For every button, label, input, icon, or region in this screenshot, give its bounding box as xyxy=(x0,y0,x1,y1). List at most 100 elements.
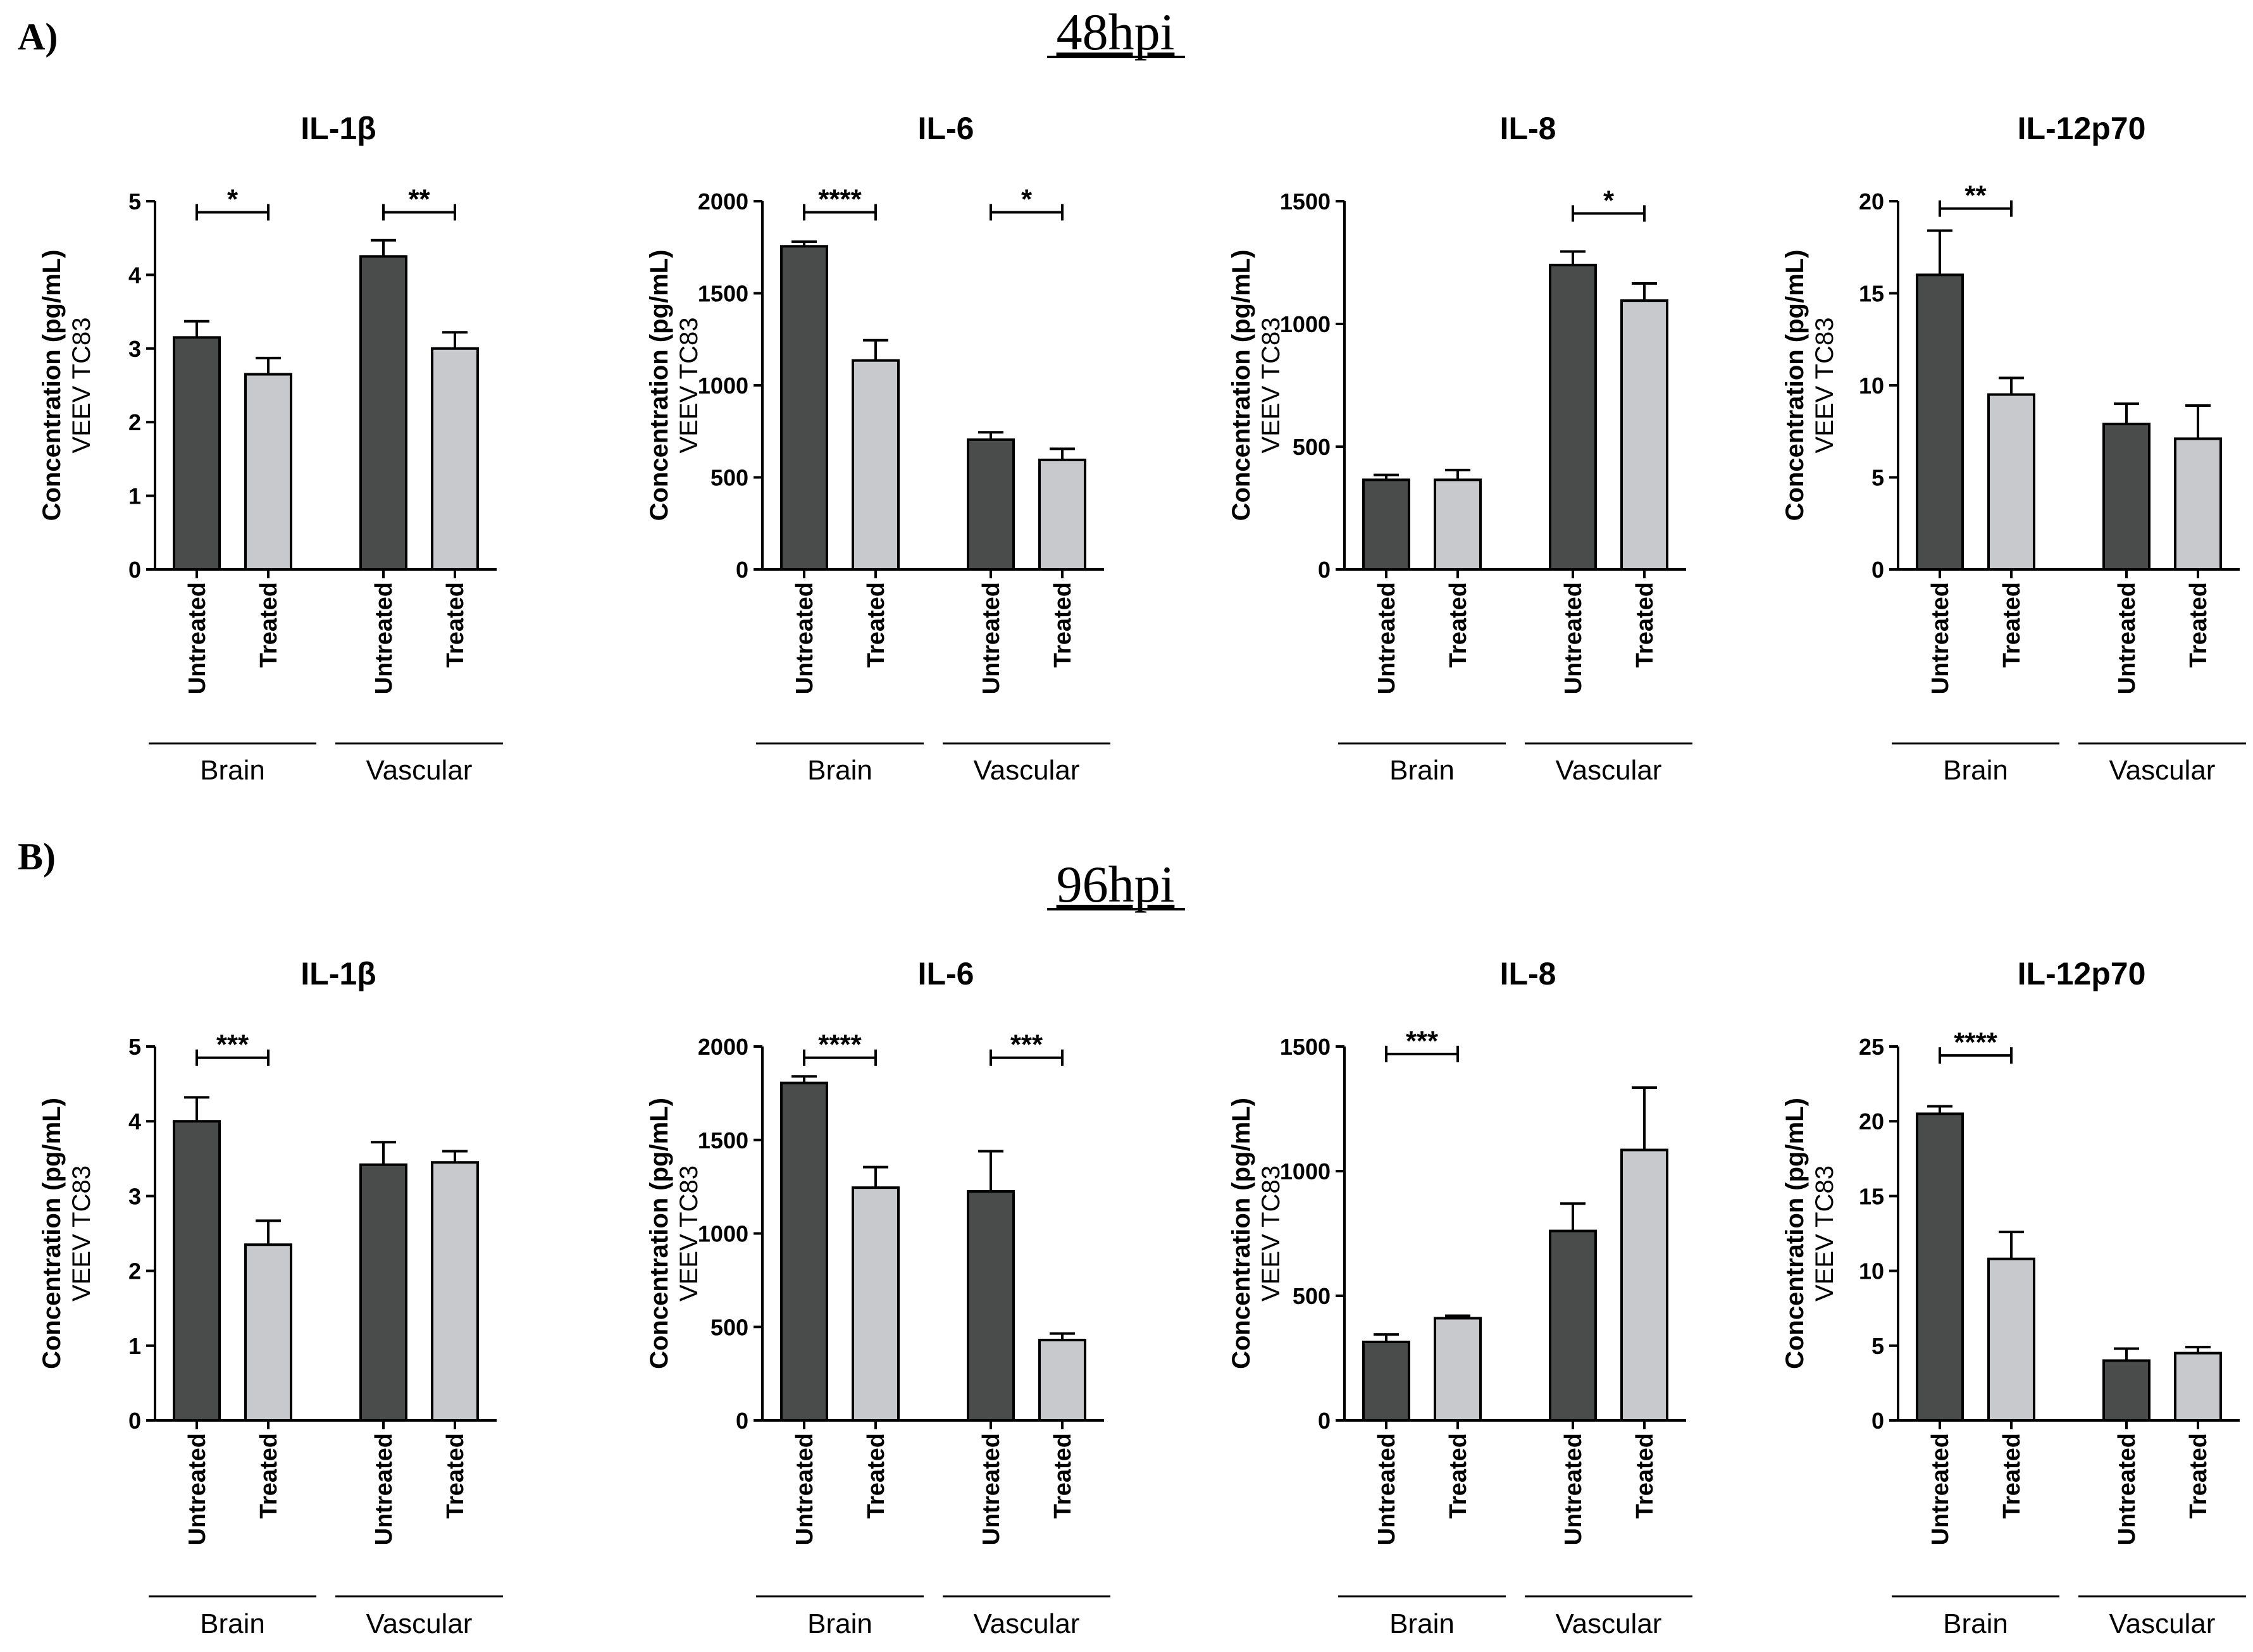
bar-untreated xyxy=(2102,423,2151,571)
y-tick-label: 2000 xyxy=(698,189,748,214)
bar-untreated xyxy=(359,255,407,571)
bar-treated xyxy=(2174,1351,2222,1422)
chart-title: IL-6 xyxy=(918,111,974,146)
bar-untreated xyxy=(173,1120,221,1422)
x-category-label: Untreated xyxy=(791,1433,818,1545)
y-tick-label: 15 xyxy=(1859,1183,1884,1209)
y-axis-label: Concentration (pg/mL) xyxy=(645,250,673,521)
bar-treated xyxy=(431,347,479,571)
x-category-label: Untreated xyxy=(791,582,818,694)
bar-treated xyxy=(431,1161,479,1422)
x-category-label: Untreated xyxy=(978,1433,1005,1545)
panel-a-title: 48hpi xyxy=(1057,3,1175,61)
x-category-label: Untreated xyxy=(1927,582,1954,694)
chart-title: IL-12p70 xyxy=(2018,956,2146,991)
bar-untreated xyxy=(1362,478,1410,571)
y-axis-sublabel: VEEV TC83 xyxy=(1811,1165,1839,1301)
group-label-vascular: Vascular xyxy=(974,755,1080,786)
x-category-label: Untreated xyxy=(184,1433,211,1545)
group-label-brain: Brain xyxy=(200,1608,265,1639)
group-label-vascular: Vascular xyxy=(1556,755,1662,786)
y-axis-sublabel: VEEV TC83 xyxy=(68,1165,96,1301)
y-tick-label: 500 xyxy=(711,465,748,491)
y-axis-label: Concentration (pg/mL) xyxy=(1227,250,1255,521)
bar-treated xyxy=(244,1243,292,1422)
group-label-brain: Brain xyxy=(1943,1608,2008,1639)
bar-untreated xyxy=(780,245,828,571)
x-category-label: Treated xyxy=(442,1433,469,1518)
y-axis-label: Concentration (pg/mL) xyxy=(1781,1098,1809,1369)
x-category-label: Untreated xyxy=(2114,1433,2140,1545)
y-tick-label: 1 xyxy=(128,483,141,509)
y-tick-label: 25 xyxy=(1859,1034,1884,1060)
group-label-vascular: Vascular xyxy=(366,755,473,786)
y-tick-label: 5 xyxy=(128,1034,141,1060)
y-axis-label: Concentration (pg/mL) xyxy=(38,250,66,521)
bar-treated xyxy=(244,373,292,571)
chart-b-1: IL-1β Concentration (pg/mL) VEEV TC83 0 1 2 3 4… xyxy=(38,956,503,1639)
y-tick-label: 1500 xyxy=(1280,1034,1331,1060)
significance-label: *** xyxy=(216,1029,249,1060)
group-label-vascular: Vascular xyxy=(2109,1608,2216,1639)
chart-title: IL-8 xyxy=(1500,956,1556,991)
x-category-label: Untreated xyxy=(978,582,1005,694)
x-category-label: Treated xyxy=(1999,582,2025,668)
x-category-label: Untreated xyxy=(2114,582,2140,694)
y-tick-label: 2 xyxy=(128,1258,141,1284)
significance-label: * xyxy=(1603,185,1615,216)
chart-title: IL-6 xyxy=(918,956,974,991)
x-category-label: Treated xyxy=(863,582,890,668)
bar-untreated xyxy=(1549,1229,1597,1422)
y-axis-label: Concentration (pg/mL) xyxy=(645,1098,673,1369)
bar-treated xyxy=(852,1186,900,1422)
chart-a-3: IL-8 Concentration (pg/mL) VEEV TC83 0 500 10… xyxy=(1227,111,1692,786)
y-tick-label: 5 xyxy=(1871,1333,1884,1359)
y-axis-sublabel: VEEV TC83 xyxy=(675,1165,703,1301)
chart-a-2: IL-6 Concentration (pg/mL) VEEV TC83 0 500 10… xyxy=(645,111,1110,786)
bar-treated xyxy=(852,359,900,571)
chart-b-4: IL-12p70 Concentration (pg/mL) VEEV TC83 0 5… xyxy=(1781,956,2246,1639)
y-tick-label: 0 xyxy=(1318,557,1331,583)
bar-untreated xyxy=(967,1190,1015,1422)
bar-treated xyxy=(1620,299,1668,571)
panel-b-title: 96hpi xyxy=(1057,855,1175,913)
y-tick-label: 1 xyxy=(128,1333,141,1359)
y-tick-label: 500 xyxy=(711,1314,748,1340)
x-category-label: Untreated xyxy=(371,1433,397,1545)
x-category-label: Untreated xyxy=(1927,1433,1954,1545)
y-tick-label: 5 xyxy=(128,189,141,214)
bar-untreated xyxy=(967,438,1015,571)
y-tick-label: 1000 xyxy=(1280,311,1331,337)
y-tick-label: 15 xyxy=(1859,281,1884,307)
group-label-vascular: Vascular xyxy=(1556,1608,1662,1639)
x-category-label: Treated xyxy=(1445,582,1472,668)
x-category-label: Treated xyxy=(1632,1433,1658,1518)
bar-untreated xyxy=(1362,1340,1410,1422)
significance-label: **** xyxy=(818,1029,862,1060)
chart-title: IL-1β xyxy=(301,111,376,146)
group-label-vascular: Vascular xyxy=(2109,755,2216,786)
significance-label: * xyxy=(1021,183,1033,214)
x-category-label: Treated xyxy=(1999,1433,2025,1518)
x-category-label: Treated xyxy=(863,1433,890,1518)
group-label-brain: Brain xyxy=(807,755,872,786)
y-axis-label: Concentration (pg/mL) xyxy=(38,1098,66,1369)
x-category-label: Treated xyxy=(256,1433,282,1518)
y-tick-label: 20 xyxy=(1859,1109,1884,1134)
bar-untreated xyxy=(1916,1112,1964,1422)
y-axis-sublabel: VEEV TC83 xyxy=(68,318,96,454)
bar-untreated xyxy=(2102,1359,2151,1422)
x-category-label: Untreated xyxy=(1560,1433,1587,1545)
significance-label: * xyxy=(227,183,239,214)
significance-label: **** xyxy=(1954,1027,1997,1058)
bar-treated xyxy=(1038,1338,1086,1422)
bar-treated xyxy=(1987,1257,2035,1422)
significance-label: *** xyxy=(1406,1026,1439,1057)
x-category-label: Untreated xyxy=(371,582,397,694)
y-tick-label: 1000 xyxy=(698,1221,748,1247)
chart-a-4: IL-12p70 Concentration (pg/mL) VEEV TC83 0 5… xyxy=(1781,111,2246,786)
y-tick-label: 3 xyxy=(128,336,141,362)
chart-title: IL-12p70 xyxy=(2018,111,2146,146)
